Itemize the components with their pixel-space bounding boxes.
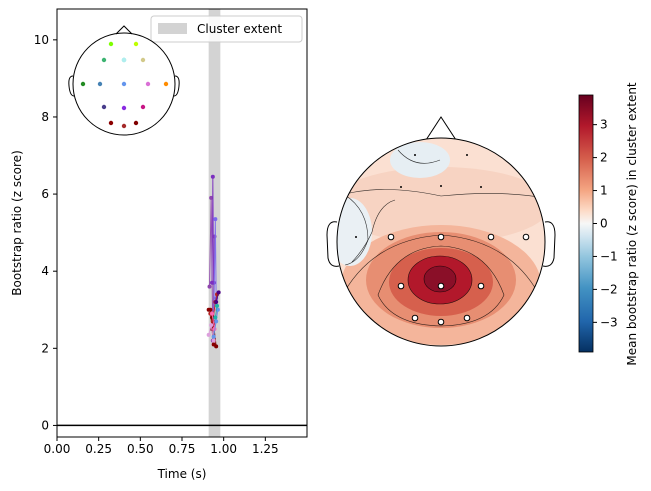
- inset-sensor-dot: [163, 81, 169, 87]
- inset-sensor-dot: [80, 81, 86, 87]
- series-point: [213, 315, 218, 320]
- colorbar-tick-label: −3: [600, 315, 618, 329]
- x-axis-label: Time (s): [157, 467, 207, 481]
- y-tick-label: 4: [41, 264, 49, 278]
- topomap-left-ear: [326, 221, 340, 267]
- cluster-sensors: [387, 233, 530, 326]
- inset-sensor-dot: [101, 57, 107, 63]
- series-point: [215, 303, 219, 308]
- series-point: [216, 290, 221, 295]
- inset-sensor-dot: [108, 120, 114, 126]
- y-tick-label: 8: [41, 110, 49, 124]
- inset-nose: [115, 25, 133, 35]
- y-tick-label: 0: [41, 418, 49, 432]
- colorbar-tick-label: 3: [600, 118, 608, 132]
- colorbar-gradient: [578, 94, 594, 353]
- legend-swatch: [158, 23, 187, 34]
- series-point: [213, 217, 218, 222]
- legend-box: [150, 15, 303, 43]
- colorbar-tick-label: −2: [600, 282, 618, 296]
- series-point: [211, 334, 216, 339]
- topomap-right-ear: [542, 221, 556, 267]
- series-point: [209, 323, 214, 328]
- x-tick-label: 1.25: [252, 442, 279, 456]
- inset-sensor-dot: [97, 81, 103, 87]
- x-tick-label: 0.75: [169, 442, 196, 456]
- y-tick-label: 10: [34, 33, 49, 47]
- inset-sensors: [80, 41, 169, 129]
- colorbar-tick-label: 0: [600, 217, 608, 231]
- series-point: [214, 319, 219, 324]
- colorbar-tick-label: −1: [600, 249, 618, 263]
- colorbar-ticks: 3 2 1 0 −1 −2 −3: [593, 118, 618, 329]
- timecourse-axes: 0.00 0.25 0.50 0.75 1.00 1.25 0 2 4 6 8 10 Time (s…: [10, 8, 308, 481]
- topomap: [326, 116, 556, 347]
- sensor-layout-inset: [68, 25, 180, 136]
- inset-sensor-dot: [140, 104, 146, 110]
- inset-sensor-dot: [145, 81, 151, 87]
- y-tick-label: 6: [41, 187, 49, 201]
- inset-sensor-dot: [108, 41, 114, 47]
- inset-right-ear: [173, 75, 180, 97]
- colorbar: 3 2 1 0 −1 −2 −3 Mean bootstrap ratio (z score…: [578, 82, 639, 366]
- series-point: [210, 311, 214, 316]
- colorbar-label: Mean bootstrap ratio (z score) in cluste…: [625, 82, 639, 366]
- series-point: [207, 284, 212, 289]
- inset-sensor-dot: [121, 57, 127, 63]
- inset-left-ear: [68, 75, 75, 97]
- inset-sensor-dot: [101, 104, 107, 110]
- series-point: [211, 280, 216, 285]
- y-axis-label: Bootstrap ratio (z score): [10, 150, 24, 296]
- series-point: [214, 344, 219, 349]
- legend-label: Cluster extent: [197, 22, 282, 36]
- legend: Cluster extent: [150, 15, 303, 43]
- x-tick-label: 0.00: [44, 442, 71, 456]
- inset-sensor-dot: [133, 120, 139, 126]
- series-point: [211, 338, 216, 343]
- y-ticks: 0 2 4 6 8 10: [34, 33, 57, 432]
- axes-frame: [56, 8, 308, 438]
- series-point: [214, 300, 219, 305]
- topomap-sensors: [355, 154, 530, 326]
- y-tick-label: 2: [41, 341, 49, 355]
- x-ticks: 0.00 0.25 0.50 0.75 1.00 1.25: [44, 437, 279, 456]
- series-point: [210, 174, 215, 179]
- series-point: [208, 307, 213, 312]
- colorbar-tick-label: 1: [600, 184, 608, 198]
- series-point: [206, 332, 211, 337]
- inset-head-outline: [72, 32, 176, 136]
- inset-sensor-dot: [121, 105, 127, 111]
- x-tick-label: 0.50: [127, 442, 154, 456]
- cluster-extent-band: [208, 9, 221, 437]
- inset-sensor-dot: [133, 41, 139, 47]
- colorbar-tick-label: 2: [600, 151, 608, 165]
- x-tick-label: 0.25: [85, 442, 112, 456]
- x-tick-label: 1.00: [210, 442, 237, 456]
- series-layer: [206, 174, 221, 349]
- topomap-head-outline: [336, 137, 546, 347]
- inset-sensor-dot: [121, 123, 127, 129]
- inset-sensor-dot: [140, 57, 146, 63]
- inset-sensor-dot: [121, 81, 127, 87]
- topomap-nose: [425, 116, 457, 141]
- topomap-field: [337, 138, 545, 346]
